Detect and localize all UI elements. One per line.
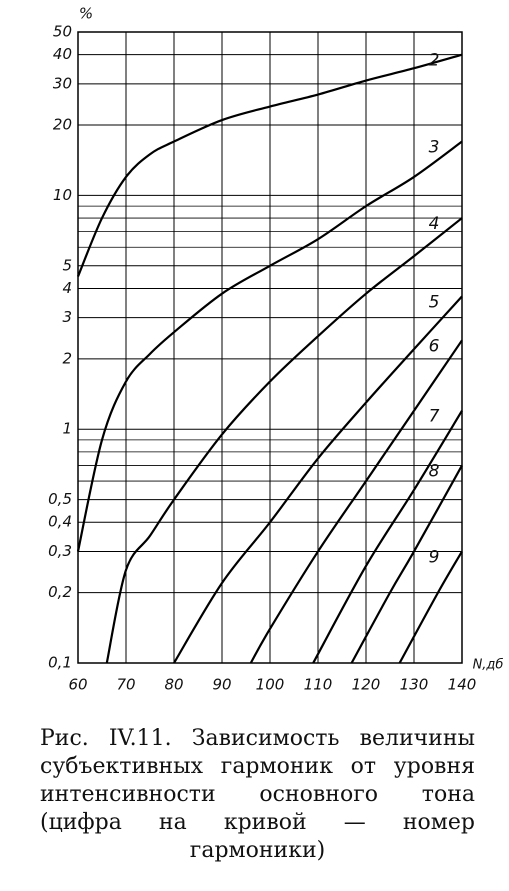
- curve-label: 4: [429, 214, 440, 234]
- y-tick-label: 40: [53, 45, 72, 63]
- x-tick-label: 90: [212, 676, 231, 694]
- x-tick-label: 140: [448, 676, 477, 694]
- curve-label: 8: [429, 461, 440, 481]
- y-tick-label: 5: [62, 256, 72, 274]
- y-tick-label: 3: [62, 308, 72, 326]
- curve: [350, 464, 463, 664]
- y-tick-label: 0,5: [48, 490, 72, 508]
- x-tick-label: 110: [304, 676, 333, 694]
- x-tick-label: 100: [256, 676, 285, 694]
- y-tick-label: 50: [53, 23, 72, 41]
- curve-label: 6: [429, 336, 440, 356]
- y-tick-label: 30: [53, 74, 72, 92]
- y-tick-label: 1: [62, 420, 72, 438]
- y-tick-label: 0,2: [48, 583, 72, 601]
- curve: [398, 550, 463, 664]
- curve-label: 2: [429, 51, 440, 71]
- curve-label: 7: [429, 407, 440, 427]
- y-tick-label: 0,1: [48, 654, 72, 672]
- x-tick-label: 60: [68, 676, 87, 694]
- y-tick-label: 0,3: [48, 542, 72, 560]
- curve-label: 3: [429, 138, 440, 158]
- curve: [105, 217, 463, 664]
- curve: [76, 53, 463, 277]
- x-tick-label: 70: [116, 676, 135, 694]
- y-tick-label: 4: [62, 279, 72, 297]
- y-tick-label: 0,4: [48, 513, 72, 531]
- y-tick-label: 2: [62, 349, 72, 367]
- plot-frame: [77, 31, 463, 664]
- curve: [173, 295, 463, 664]
- x-tick-label: 130: [400, 676, 429, 694]
- x-tick-label: 80: [164, 676, 183, 694]
- x-axis-label: N,дб: [473, 658, 504, 673]
- curve: [312, 410, 463, 664]
- curve-label: 9: [429, 547, 440, 567]
- caption: Рис. IV.11. Зависимость величины субъект…: [40, 726, 475, 863]
- y-axis-label: %: [79, 5, 93, 23]
- y-tick-label: 10: [53, 186, 72, 204]
- curve: [249, 339, 463, 664]
- curve: [76, 140, 463, 552]
- curve-label: 5: [429, 292, 440, 312]
- chart: % N,дб 0,1 0,2 0,3 0,4 0,5 1 2 3 4 5 10 20 30 40 50 60 7…: [48, 5, 504, 694]
- y-tick-label: 20: [53, 116, 72, 134]
- x-tick-label: 120: [352, 676, 381, 694]
